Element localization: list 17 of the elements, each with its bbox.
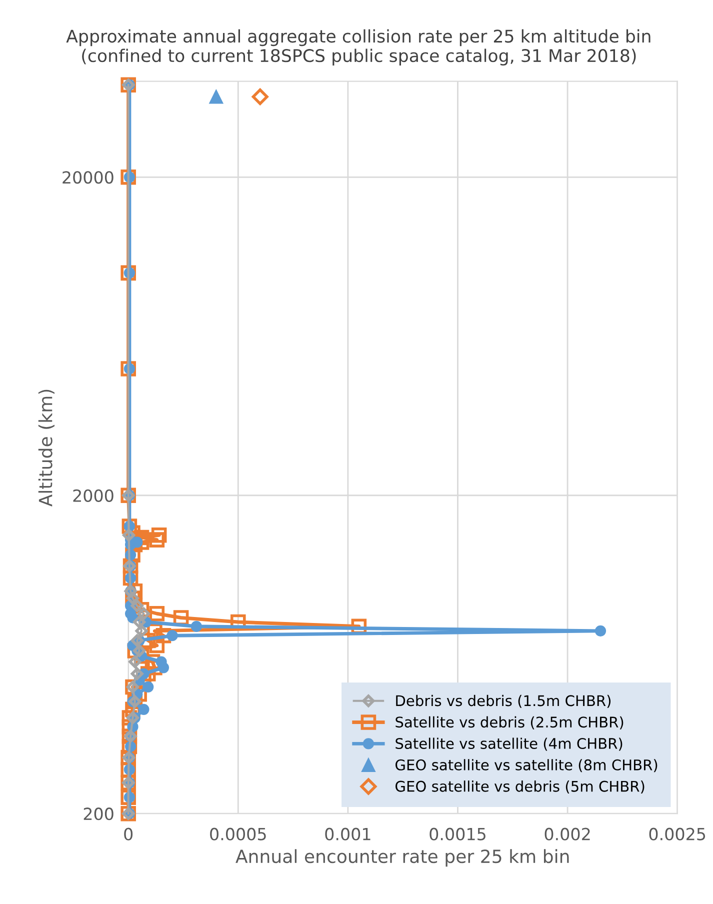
y-axis-title: Altitude (km) <box>38 390 54 507</box>
x-tick-label: 0 <box>124 828 133 840</box>
legend-label: Satellite vs debris (2.5m CHBR) <box>396 716 624 730</box>
x-tick-label: 0.002 <box>544 828 590 840</box>
x-tick-label: 0.0005 <box>210 828 266 840</box>
legend-label: Satellite vs satellite (4m CHBR) <box>396 738 622 751</box>
legend-label: GEO satellite vs satellite (8m CHBR) <box>396 759 658 772</box>
legend-label: Debris vs debris (1.5m CHBR) <box>396 694 611 708</box>
legend-label: GEO satellite vs debris (5m CHBR) <box>396 780 644 794</box>
x-tick-label: 0.0015 <box>430 828 486 840</box>
x-axis-title: Annual encounter rate per 25 km bin <box>236 849 569 867</box>
y-tick-label: 200 <box>84 808 114 820</box>
chart-title: Approximate annual aggregate collision rate per 25 km altitude bin (confined to current 18SPCS public space catalog, 31 Mar 2018) <box>66 29 650 66</box>
x-tick-label: 0.001 <box>325 828 370 840</box>
y-tick-label: 2000 <box>73 489 114 502</box>
x-tick-label: 0.0025 <box>649 828 706 840</box>
y-tick-label: 20000 <box>62 171 114 184</box>
